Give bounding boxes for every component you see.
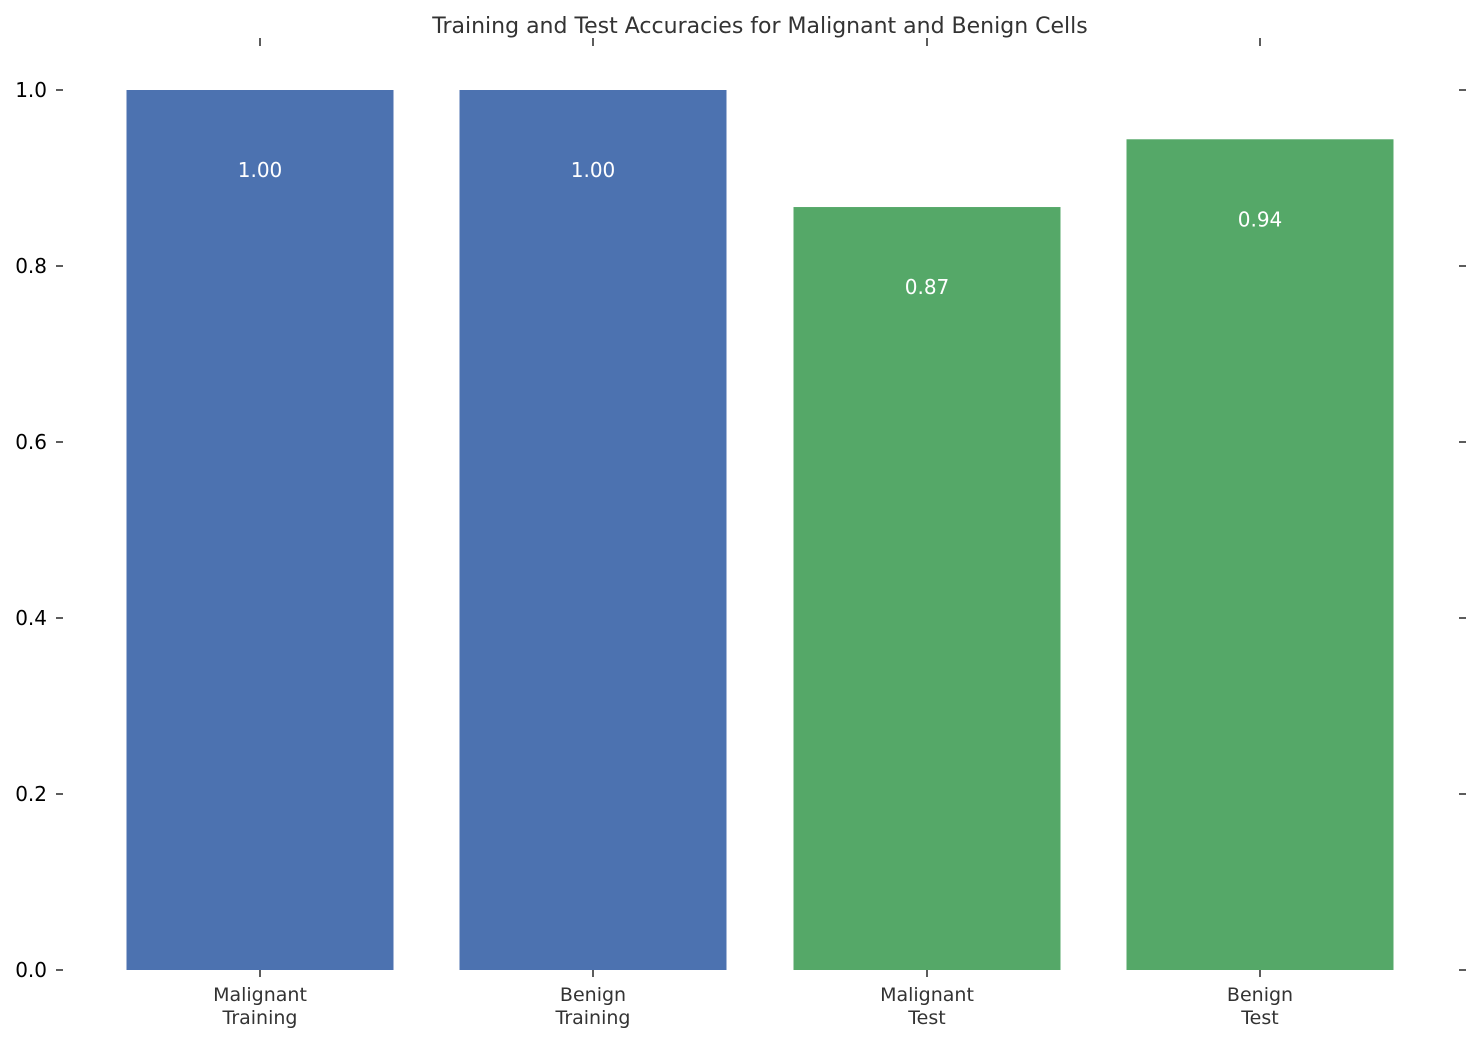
- xtick-label-1: Benign Training: [555, 984, 631, 1029]
- bar-2: [793, 207, 1061, 971]
- bar-1: [459, 90, 727, 970]
- xtick-label-3: Benign Test: [1227, 984, 1293, 1029]
- x-axis: Malignant Training Benign Training Malignant…: [213, 38, 1293, 1029]
- ytick-label-3: 0.6: [15, 430, 47, 454]
- ytick-label-4: 0.8: [15, 254, 47, 278]
- data-labels-layer: 1.00 1.00 0.87 0.94: [238, 158, 1283, 299]
- bar-3: [1126, 139, 1394, 970]
- xtick-label-0: Malignant Training: [213, 984, 307, 1029]
- ytick-label-0: 0.0: [15, 958, 47, 982]
- bar-data-label-1: 1.00: [571, 158, 616, 182]
- xtick-label-2: Malignant Test: [880, 984, 974, 1029]
- ytick-label-5: 1.0: [15, 78, 47, 102]
- chart-title: Training and Test Accuracies for Maligna…: [431, 14, 1087, 39]
- ytick-label-2: 0.4: [15, 606, 47, 630]
- bar-data-label-3: 0.94: [1238, 207, 1283, 231]
- ytick-label-1: 0.2: [15, 782, 47, 806]
- y-axis: 0.0 0.2 0.4 0.6 0.8 1.0: [15, 78, 1466, 982]
- bar-data-label-2: 0.87: [905, 275, 950, 299]
- bars-layer: [126, 90, 1394, 971]
- bar-data-label-0: 1.00: [238, 158, 283, 182]
- bar-0: [126, 90, 394, 970]
